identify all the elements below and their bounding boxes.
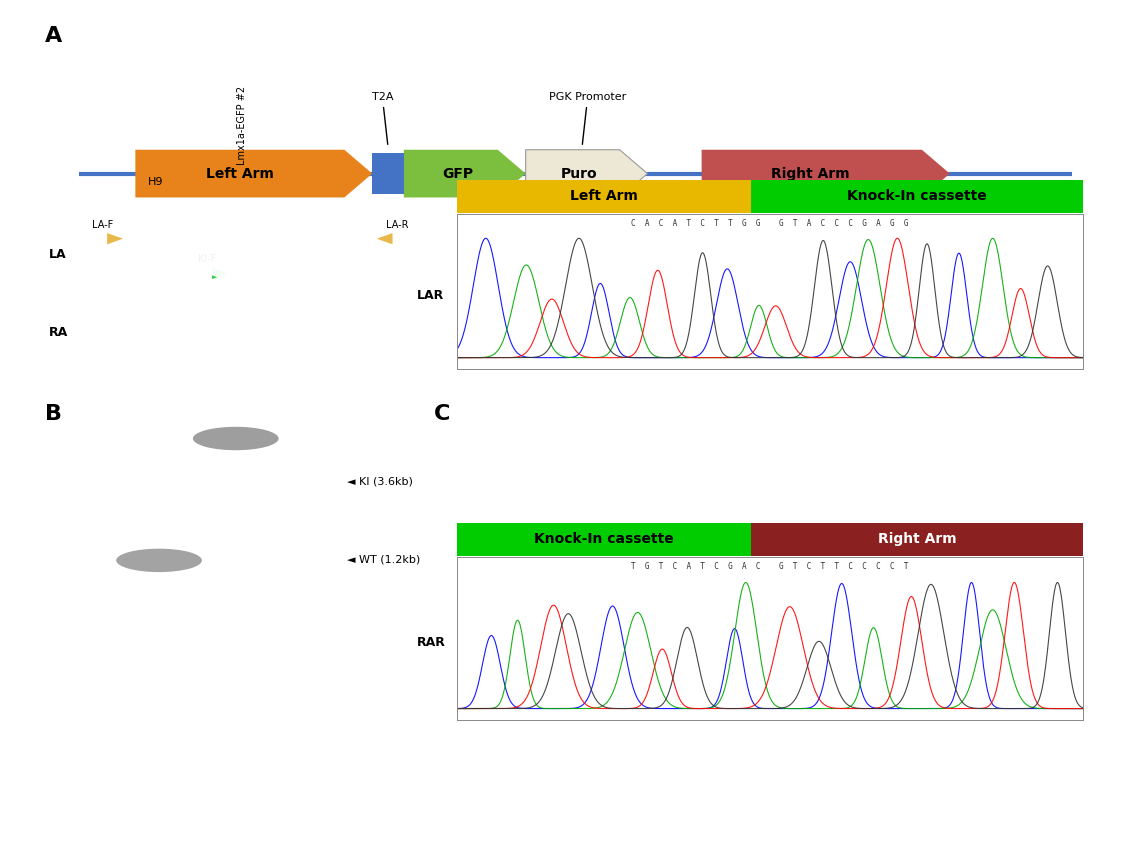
Text: ◄ KI (3.6kb): ◄ KI (3.6kb) [347,477,413,487]
Text: LA-F: LA-F [92,220,113,230]
Text: C  A  C  A  T  C  T  T  G  G    G  T  A  C  C  C  G  A  G  G: C A C A T C T T G G G T A C C C G A G G [631,219,909,228]
Bar [457,523,751,556]
Text: T  G  T  C  A  T  C  G  A  C    G  T  C  T  T  C  C  C  C  T: T G T C A T C G A C G T C T T C C C C T [631,562,909,571]
Bar [751,523,1083,556]
Polygon shape [107,233,123,244]
Polygon shape [404,149,526,197]
Text: B: B [45,404,62,424]
Text: PGK Promoter: PGK Promoter [549,92,626,144]
Text: C: C [434,404,451,424]
Text: GFP: GFP [442,167,473,181]
Polygon shape [526,233,541,244]
Text: Left Arm: Left Arm [205,167,273,181]
Text: Right Arm: Right Arm [772,167,851,181]
Polygon shape [844,267,860,279]
Polygon shape [212,267,228,279]
Text: LA-R: LA-R [386,220,408,230]
Text: Knock-In cassette: Knock-In cassette [847,189,987,203]
Text: RA: RA [49,326,68,339]
Polygon shape [526,149,647,197]
Text: H9: H9 [148,177,164,187]
Text: KI-F: KI-F [199,254,217,264]
Polygon shape [135,149,372,197]
Text: RAR: RAR [417,636,447,648]
Text: RA-F: RA-F [1014,220,1037,230]
Text: LAR: LAR [417,289,444,301]
Text: T2A: T2A [371,92,394,144]
Ellipse shape [193,308,279,356]
Text: Left Arm: Left Arm [570,189,638,203]
Text: A: A [45,26,62,46]
Text: RA-F: RA-F [510,220,532,230]
Text: Knock-In cassette: Knock-In cassette [534,532,673,546]
Bar [457,180,751,213]
Text: Right Arm: Right Arm [878,532,957,546]
Polygon shape [1005,233,1021,244]
Bar [751,180,1083,213]
Text: Puro: Puro [561,167,598,181]
Ellipse shape [116,549,202,572]
Text: Lmx1a-EGFP #2: Lmx1a-EGFP #2 [237,86,247,165]
Ellipse shape [193,427,279,450]
Bar [372,154,404,194]
Text: KI-R: KI-R [854,254,874,264]
Ellipse shape [193,228,279,279]
Text: LA: LA [49,248,67,260]
Polygon shape [702,149,950,197]
Polygon shape [377,233,393,244]
Text: ◄ WT (1.2kb): ◄ WT (1.2kb) [347,555,421,565]
